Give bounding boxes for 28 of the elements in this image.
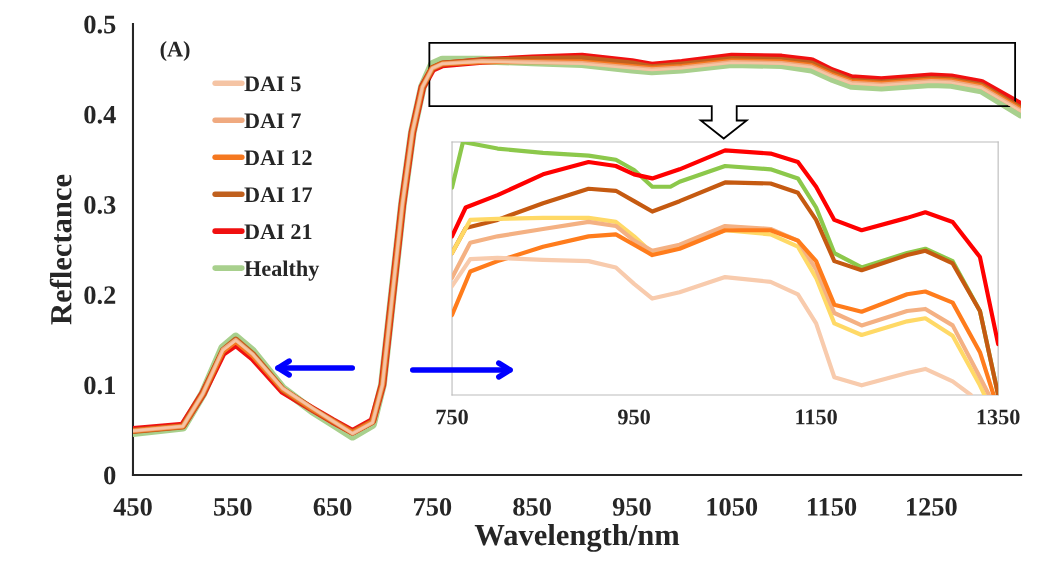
y-tick-label: 0.2 — [84, 286, 116, 305]
x-tick-label: 1150 — [796, 409, 837, 425]
legend-label: DAI 21 — [244, 224, 312, 239]
x-tick-label: 650 — [313, 497, 352, 516]
x-tick-label: 450 — [113, 497, 152, 516]
legend-label: DAI 7 — [244, 113, 301, 129]
legend-label: DAI 12 — [244, 150, 312, 166]
x-axis-title: Wavelength/nm — [474, 523, 680, 552]
legend-label: DAI 17 — [244, 187, 313, 203]
x-tick-label: 1050 — [707, 497, 758, 516]
x-tick-label: 950 — [612, 497, 651, 516]
y-tick-label: 0.1 — [84, 376, 115, 395]
legend-label: DAI 5 — [244, 76, 301, 92]
x-tick-label: 1350 — [977, 409, 1020, 425]
y-tick-label: 0.4 — [84, 105, 116, 124]
legend-label: Healthy — [244, 260, 320, 281]
x-tick-label: 950 — [618, 409, 650, 425]
y-tick-label: 0.5 — [84, 15, 116, 34]
x-tick-label: 1250 — [907, 497, 957, 516]
x-tick-label: 750 — [436, 409, 468, 425]
y-tick-label: 0.3 — [84, 195, 116, 214]
x-tick-label: 550 — [214, 497, 252, 516]
y-axis-title: Reflectance — [49, 174, 72, 325]
x-tick-label: 1150 — [807, 497, 857, 516]
x-tick-label: 850 — [513, 497, 551, 516]
y-tick-label: 0 — [104, 466, 116, 485]
annotation: (A) — [160, 40, 190, 62]
x-tick-label: 750 — [414, 497, 452, 516]
